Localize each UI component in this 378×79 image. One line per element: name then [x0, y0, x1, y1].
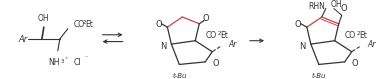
- Text: N: N: [160, 42, 166, 51]
- Text: OH: OH: [38, 14, 50, 23]
- Text: 2: 2: [83, 20, 86, 25]
- Text: 2: 2: [357, 31, 360, 36]
- Text: O: O: [294, 20, 301, 29]
- Text: ⁻: ⁻: [85, 56, 88, 61]
- Text: ⁺: ⁺: [65, 57, 68, 62]
- Text: CO: CO: [74, 20, 85, 29]
- Text: CO: CO: [345, 31, 356, 40]
- Text: N: N: [299, 42, 306, 51]
- Text: Et: Et: [359, 31, 367, 40]
- Text: O: O: [352, 59, 358, 68]
- Text: CO: CO: [205, 31, 216, 40]
- Text: NH: NH: [48, 58, 60, 67]
- Text: Ar: Ar: [228, 40, 237, 49]
- Text: Cl: Cl: [74, 58, 82, 67]
- Text: O: O: [203, 14, 209, 23]
- Text: Ar: Ar: [19, 35, 28, 44]
- Text: O: O: [155, 20, 162, 29]
- Text: 3: 3: [61, 59, 64, 64]
- Text: O: O: [341, 4, 347, 13]
- Text: Ar: Ar: [368, 40, 376, 49]
- Text: OH: OH: [331, 0, 342, 9]
- Text: 2: 2: [217, 31, 221, 36]
- Text: RHN: RHN: [308, 2, 325, 11]
- Text: t-Bu: t-Bu: [172, 73, 187, 79]
- Text: O: O: [212, 59, 219, 68]
- Text: t-Bu: t-Bu: [311, 73, 326, 79]
- Text: Et: Et: [220, 31, 228, 40]
- Text: Et: Et: [86, 20, 94, 29]
